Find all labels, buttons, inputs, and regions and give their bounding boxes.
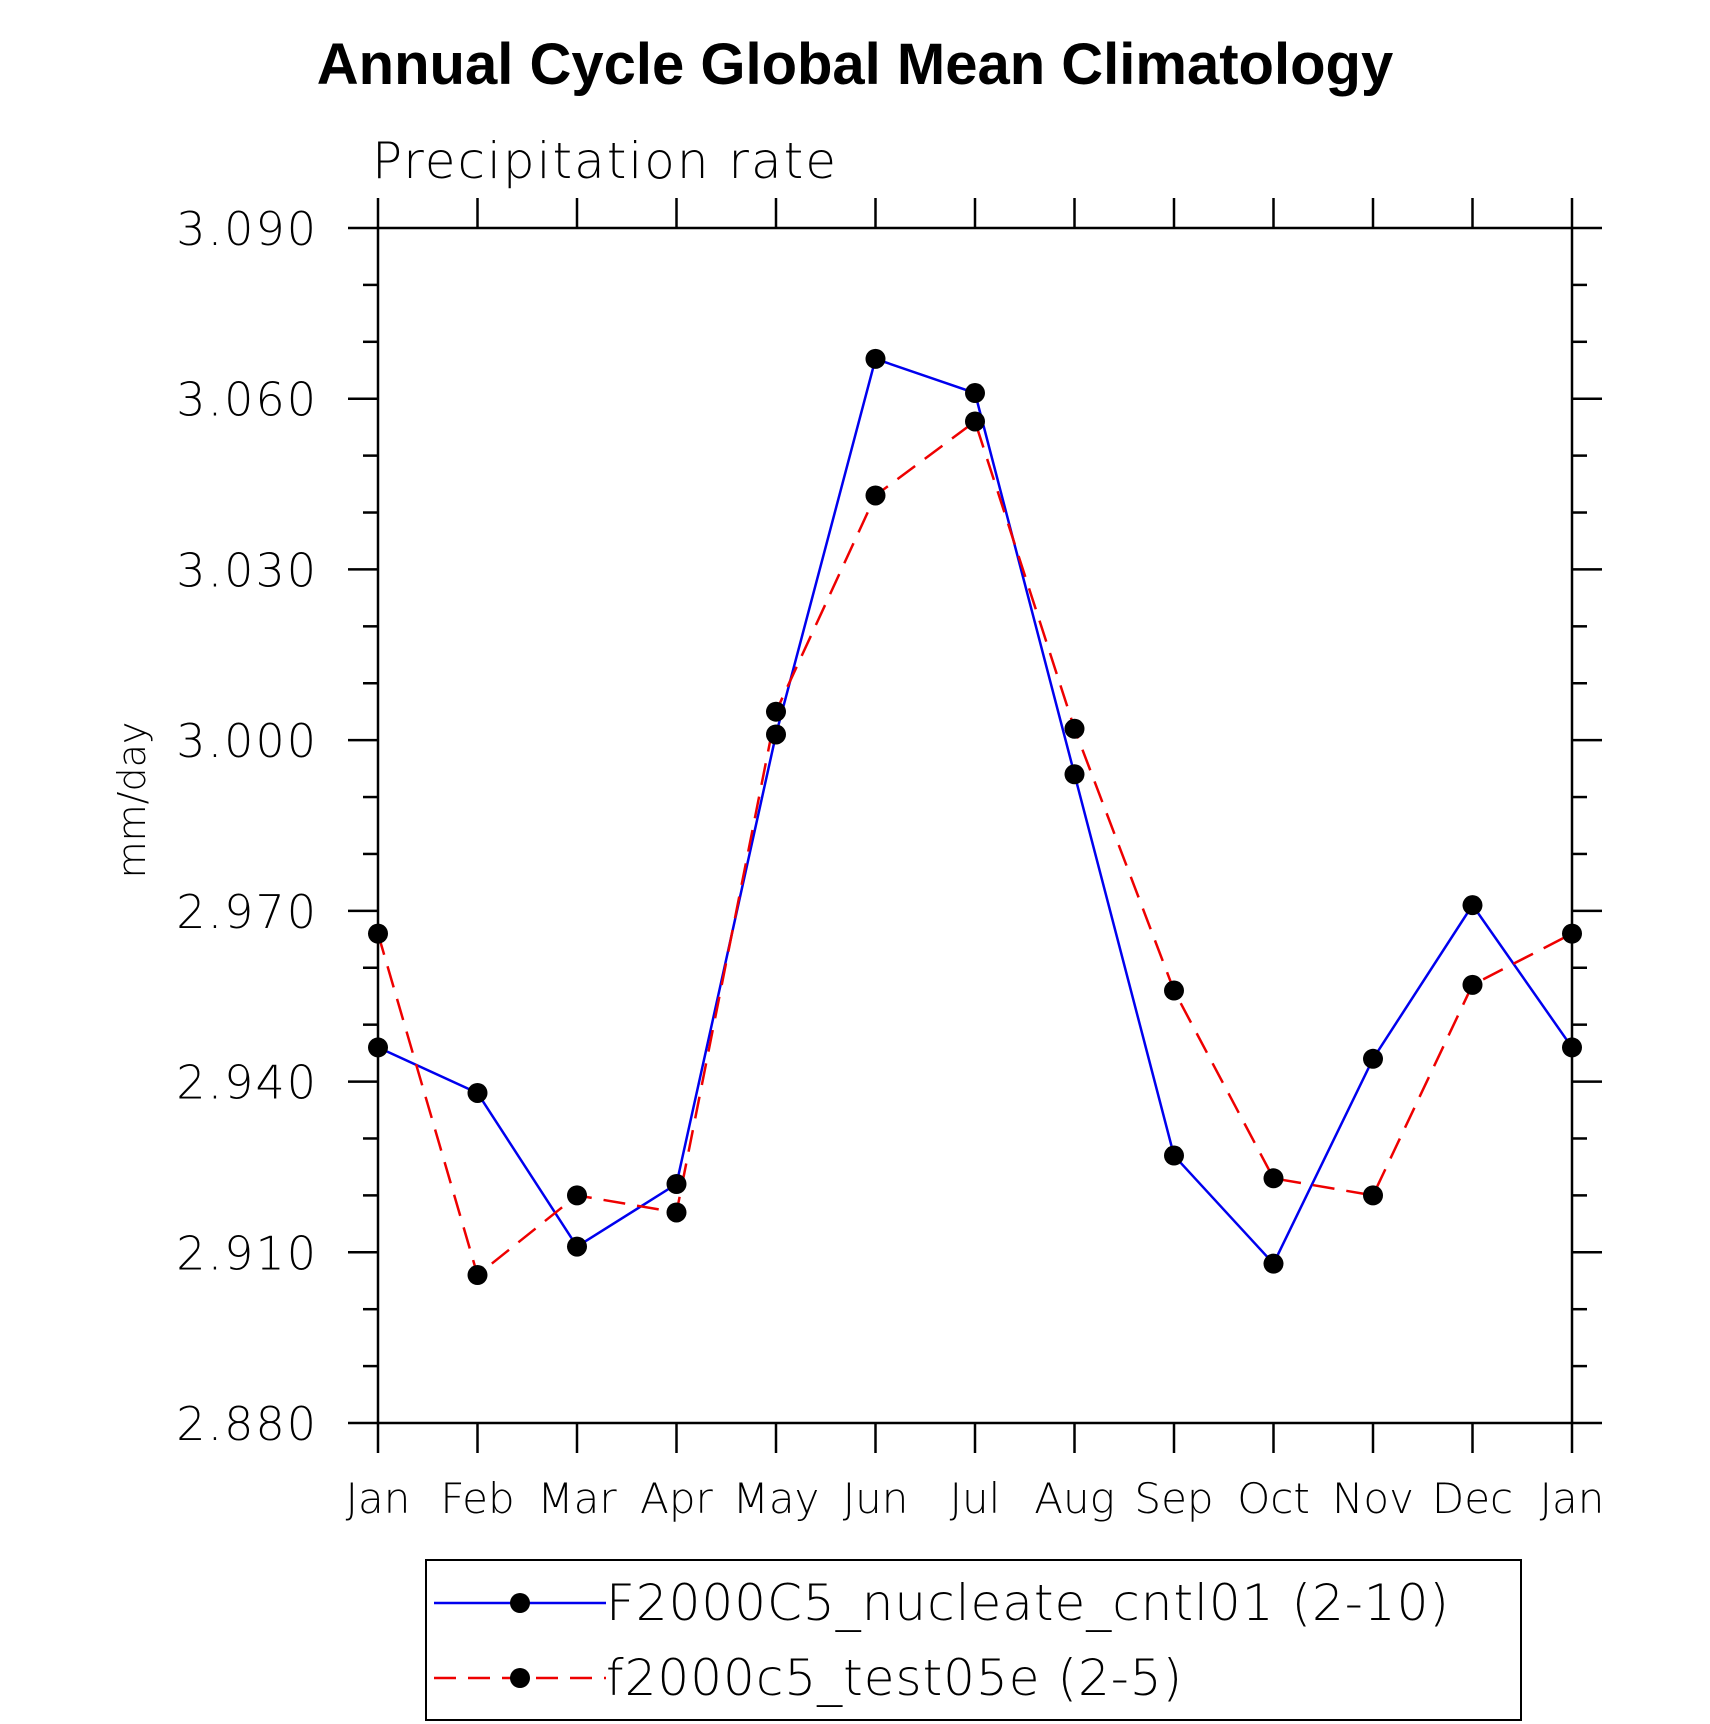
x-tick-label: Sep: [1134, 1474, 1213, 1523]
legend: F2000C5_nucleate_cntl01 (2-10) f2000c5_t…: [425, 1559, 1522, 1721]
x-tick-label: Jan: [1540, 1474, 1605, 1523]
x-tick-label: May: [733, 1474, 820, 1523]
series-line-2: [376, 419, 1573, 1278]
data-point-series-1: [865, 348, 886, 369]
y-tick-label: 3.090: [176, 202, 318, 256]
y-tick-label: 2.940: [176, 1056, 318, 1110]
x-tick-label: Jul: [950, 1474, 1001, 1523]
data-point-series-2: [567, 1185, 587, 1206]
y-tick-label: 3.000: [176, 714, 318, 768]
data-point-series-2: [1263, 1168, 1284, 1189]
data-point-series-2: [1164, 980, 1184, 1001]
plot-series: [368, 348, 1582, 1286]
series-line-1: [377, 357, 1574, 1266]
y-tick-label: 3.060: [176, 373, 318, 427]
data-point-series-1: [1263, 1253, 1284, 1274]
legend-label-series-1: F2000C5_nucleate_cntl01 (2-10): [606, 1574, 1450, 1632]
data-point-series-1: [368, 1037, 388, 1058]
x-tick-label: Dec: [1432, 1474, 1513, 1523]
plot-frame: [376, 226, 1574, 1425]
data-point-series-2: [666, 1202, 687, 1223]
data-point-series-1: [1462, 895, 1483, 916]
axes: Jan Feb Mar Apr May Jun Jul Aug Sep Oct Nov Dec Jan 2…: [176, 198, 1604, 1523]
x-tick-label: Jun: [843, 1474, 909, 1523]
y-tick-label: 3.030: [176, 543, 318, 597]
x-tick-label: Oct: [1237, 1474, 1310, 1523]
data-point-series-1: [766, 724, 786, 745]
data-point-series-2: [1363, 1185, 1383, 1206]
x-tick-label: Jan: [346, 1474, 411, 1523]
data-point-series-2: [965, 411, 985, 432]
y-axis-label: mm/day: [110, 722, 154, 879]
data-point-series-1: [1064, 764, 1085, 785]
data-point-series-1: [965, 383, 985, 404]
data-point-series-2: [1562, 923, 1582, 944]
data-point-series-1: [666, 1174, 687, 1194]
x-tick-label: Feb: [440, 1474, 514, 1523]
x-tick-label: Apr: [640, 1474, 713, 1523]
data-point-series-1: [1363, 1048, 1383, 1069]
chart-subtitle: Precipitation rate: [372, 132, 838, 190]
y-tick-label: 2.880: [176, 1397, 318, 1451]
data-point-series-2: [1064, 718, 1085, 739]
data-point-series-2: [766, 701, 786, 722]
y-tick-label: 2.970: [176, 885, 318, 939]
x-tick-label: Aug: [1034, 1474, 1115, 1523]
y-tick-label: 2.910: [176, 1226, 318, 1280]
data-point-series-1: [567, 1236, 587, 1257]
data-point-series-2: [467, 1265, 488, 1286]
chart-title: Annual Cycle Global Mean Climatology: [317, 32, 1393, 97]
x-tick-label: Nov: [1332, 1474, 1414, 1523]
legend-marker-series-2: [510, 1668, 530, 1688]
legend-label-series-2: f2000c5_test05e (2-5): [606, 1649, 1183, 1707]
x-tick-label: Mar: [537, 1474, 617, 1523]
data-point-series-1: [1164, 1145, 1184, 1166]
data-point-series-1: [467, 1082, 488, 1103]
data-point-series-2: [368, 923, 388, 944]
legend-box: [425, 1559, 1522, 1721]
data-point-series-2: [1462, 974, 1483, 995]
legend-marker-series-1: [510, 1593, 530, 1613]
data-point-series-2: [865, 485, 886, 506]
data-point-series-1: [1562, 1037, 1582, 1058]
